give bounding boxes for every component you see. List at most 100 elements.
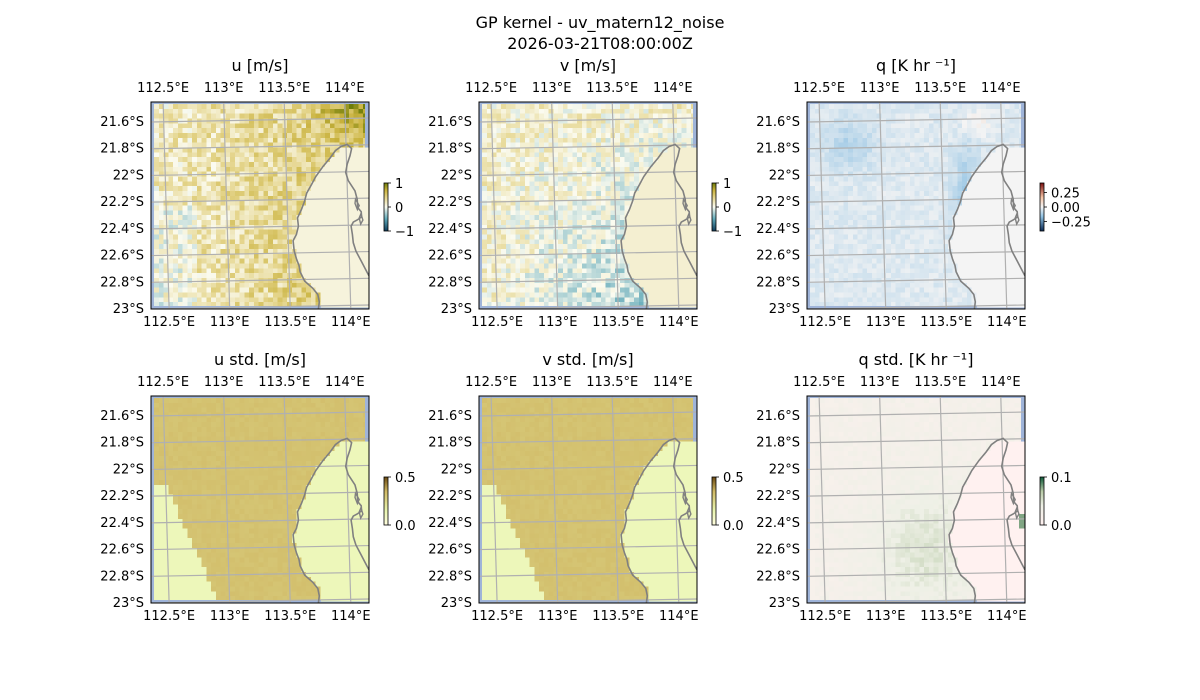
lon-tick-label-top: 113.5°E <box>258 81 310 96</box>
heatmap-cell <box>1019 152 1025 158</box>
heatmap-cell <box>244 253 250 260</box>
heatmap-cell <box>1004 200 1011 207</box>
heatmap-cell <box>177 215 184 221</box>
heatmap-cell <box>624 234 631 240</box>
heatmap-cell <box>291 273 298 279</box>
heatmap-cell <box>158 171 165 178</box>
heatmap-cell <box>852 157 859 163</box>
heatmap-cell <box>586 137 592 144</box>
heatmap-cell <box>691 152 697 158</box>
heatmap-cell <box>957 147 963 153</box>
heatmap-cell <box>287 142 293 149</box>
heatmap-cell <box>1019 186 1025 192</box>
heatmap-cell <box>691 263 697 269</box>
heatmap-cell <box>211 142 217 149</box>
heatmap-cell <box>253 224 260 231</box>
heatmap-cell <box>239 137 245 144</box>
heatmap-cell <box>634 229 640 236</box>
heatmap-cell <box>353 224 360 231</box>
heatmap-cell <box>943 195 949 202</box>
heatmap-cell <box>619 278 626 284</box>
heatmap-cell <box>871 205 878 211</box>
heatmap-cell <box>334 152 341 158</box>
heatmap-cell <box>482 278 488 284</box>
heatmap-cell <box>886 123 892 129</box>
heatmap-cell <box>596 118 602 124</box>
heatmap-cell <box>871 166 878 173</box>
heatmap-cell <box>933 128 939 134</box>
heatmap-cell <box>168 171 174 178</box>
heatmap-cell <box>905 113 911 120</box>
heatmap-cell <box>995 181 1001 187</box>
heatmap-cell <box>562 220 569 226</box>
heatmap-cell <box>320 258 326 265</box>
heatmap-cell <box>486 152 493 158</box>
heatmap-cell <box>653 118 659 124</box>
lat-tick-label: 23°S <box>441 302 472 317</box>
heatmap-cell <box>239 166 245 173</box>
heatmap-cell <box>909 104 916 110</box>
heatmap-cell <box>520 268 526 274</box>
heatmap-cell <box>981 171 987 178</box>
heatmap-cell <box>581 191 588 197</box>
heatmap-cell <box>653 215 659 221</box>
heatmap-cell <box>914 205 920 211</box>
heatmap-cell <box>833 191 840 197</box>
heatmap-cell <box>263 181 269 187</box>
heatmap-cell <box>567 137 573 144</box>
heatmap-cell <box>810 128 816 134</box>
heatmap-cell <box>348 176 355 182</box>
heatmap-cell <box>496 171 502 178</box>
heatmap-cell <box>824 113 830 120</box>
heatmap-cell <box>501 200 507 207</box>
heatmap-cell <box>272 258 279 265</box>
heatmap-cell <box>586 191 592 197</box>
heatmap-cell <box>653 244 659 250</box>
heatmap-cell <box>272 239 279 245</box>
heatmap-cell <box>486 113 493 120</box>
heatmap-cell <box>824 142 830 149</box>
heatmap-cell <box>919 162 925 168</box>
heatmap-cell <box>353 181 360 187</box>
heatmap-cell <box>981 108 987 115</box>
heatmap-cell <box>990 133 997 139</box>
heatmap-cell <box>234 186 241 192</box>
heatmap-cell <box>957 118 963 124</box>
heatmap-cell <box>306 215 312 221</box>
heatmap-cell <box>596 157 602 163</box>
heatmap-cell <box>581 215 588 221</box>
heatmap-cell <box>686 123 692 129</box>
heatmap-cell <box>829 181 835 187</box>
heatmap-cell <box>177 234 184 240</box>
heatmap-cell <box>539 282 545 289</box>
heatmap-cell <box>272 268 279 274</box>
heatmap-cell <box>320 191 326 197</box>
heatmap-cell <box>862 133 868 139</box>
heatmap-cell <box>220 268 226 274</box>
heatmap-cell <box>339 297 345 303</box>
heatmap-cell <box>638 137 645 144</box>
heatmap-cell <box>334 133 341 139</box>
heatmap-cell <box>914 166 920 173</box>
heatmap-cell <box>615 215 621 221</box>
heatmap-cell <box>638 171 645 178</box>
heatmap-cell <box>562 229 569 236</box>
heatmap-cell <box>838 157 844 163</box>
heatmap-cell <box>1000 104 1006 110</box>
heatmap-cell <box>814 157 821 163</box>
heatmap-cell <box>201 186 207 192</box>
heatmap-cell <box>681 186 688 192</box>
heatmap-cell <box>344 205 350 211</box>
heatmap-cell <box>534 287 540 294</box>
heatmap-cell <box>329 278 336 284</box>
heatmap-cell <box>605 297 611 303</box>
heatmap-cell <box>971 104 978 110</box>
heatmap-cell <box>657 147 664 153</box>
heatmap-cell <box>220 195 226 202</box>
heatmap-cell <box>182 195 188 202</box>
heatmap-cell <box>600 171 607 178</box>
heatmap-cell <box>239 191 245 197</box>
heatmap-cell <box>196 133 203 139</box>
heatmap-cell <box>581 200 588 207</box>
heatmap-cell <box>952 113 959 120</box>
